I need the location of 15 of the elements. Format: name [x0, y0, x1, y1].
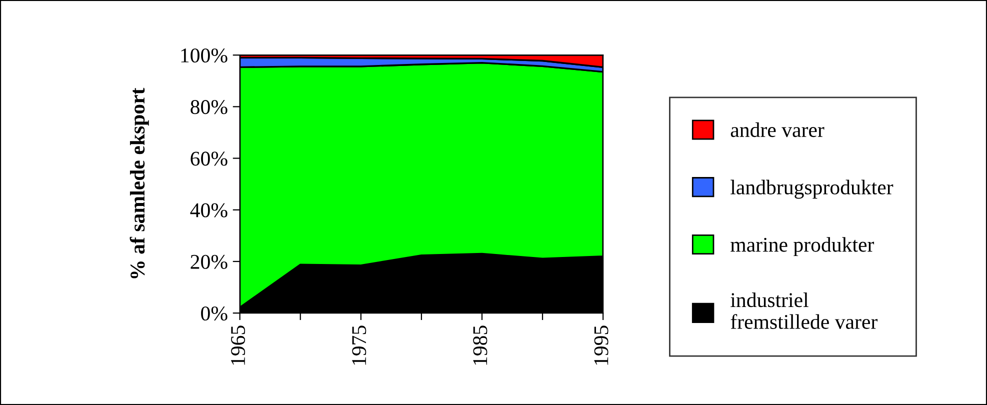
- y-tick-label: 60%: [190, 152, 228, 166]
- y-tick-label: 40%: [190, 203, 228, 218]
- x-tick-label: 1995: [594, 326, 608, 365]
- y-tick-label: 20%: [190, 254, 228, 269]
- legend-label: marine produkter: [730, 237, 874, 256]
- x-tick-label: 1965: [231, 326, 246, 365]
- y-tick-label: 100%: [181, 48, 228, 63]
- y-axis-title: % af samlede eksport: [130, 88, 149, 278]
- legend-label: andre varer: [730, 122, 824, 138]
- y-tick-label: 0%: [201, 306, 228, 321]
- legend-label: industriel fremstillede varer: [730, 292, 878, 329]
- y-tick-label: 80%: [190, 100, 228, 114]
- legend-label: landbrugsprodukter: [730, 180, 894, 199]
- x-tick-label: 1985: [473, 326, 488, 365]
- x-tick-label: 1975: [352, 326, 366, 365]
